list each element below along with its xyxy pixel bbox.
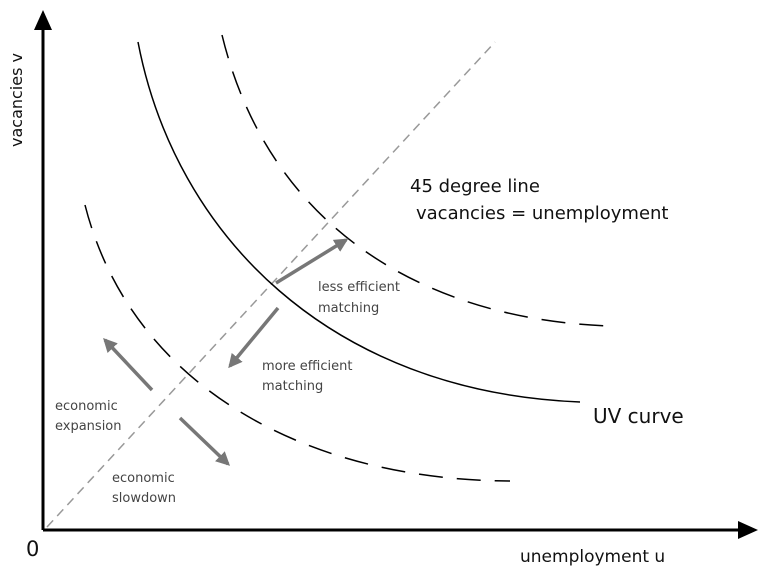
x-axis-arrow	[738, 521, 758, 539]
arrow-expansion	[103, 337, 154, 392]
curve-label: UV curve	[593, 404, 684, 428]
arrow-label: matching	[318, 301, 379, 316]
x-axis-label: unemployment u	[520, 547, 665, 567]
arrow-less-efficient	[275, 238, 349, 285]
arrow-slowdown	[178, 416, 231, 466]
y-axis-arrow	[34, 10, 52, 30]
arrow-label: less efficient	[318, 280, 400, 295]
uv-curve	[137, 41, 581, 403]
arrow-label: economic	[112, 471, 175, 486]
uv-curve-shifted-out	[221, 34, 611, 327]
line-45-label: 45 degree line	[410, 176, 540, 197]
y-axis-label: vacancies v	[7, 53, 26, 147]
arrow-label: economic	[55, 399, 118, 414]
uv-curve-shifted-in	[84, 204, 511, 482]
arrow-more-efficient	[228, 306, 280, 369]
line-45-label: vacancies = unemployment	[416, 203, 668, 224]
line-45	[46, 41, 496, 528]
arrow-label: more efficient	[262, 359, 352, 374]
arrow-label: slowdown	[112, 491, 176, 506]
arrow-label: expansion	[55, 419, 122, 434]
arrow-label: matching	[262, 379, 323, 394]
origin-label: 0	[26, 537, 39, 561]
